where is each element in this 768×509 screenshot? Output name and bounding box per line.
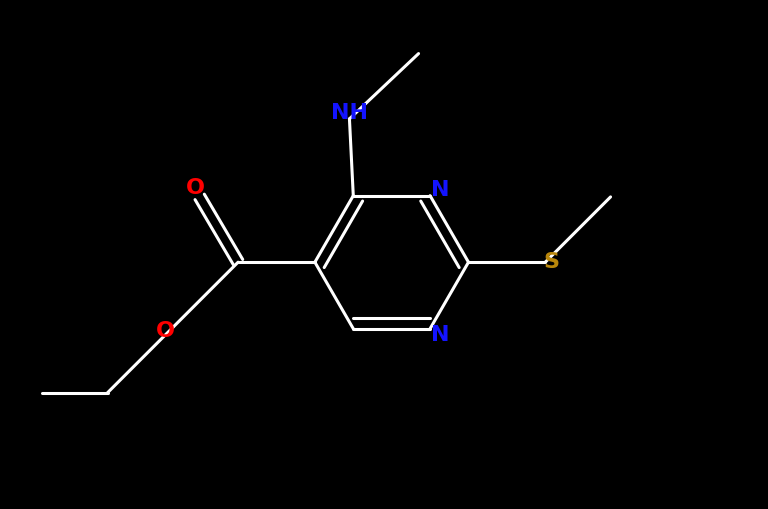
Text: N: N [431,325,449,345]
Text: N: N [431,180,449,200]
Text: S: S [544,252,559,272]
Text: O: O [156,321,174,342]
Text: NH: NH [331,103,368,123]
Text: O: O [187,178,205,197]
